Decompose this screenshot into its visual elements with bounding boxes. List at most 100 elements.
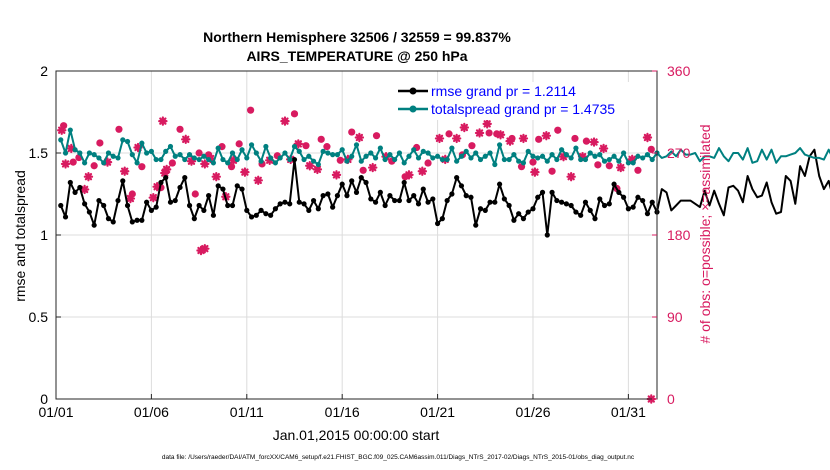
totalspread-point	[425, 150, 431, 156]
obs_assimilated-point-stroke	[332, 171, 341, 179]
obs_assimilated-point	[474, 128, 485, 138]
totalspread-point	[606, 156, 612, 163]
totalspread-point	[239, 147, 245, 153]
rmse-point	[268, 212, 274, 218]
totalspread-point	[134, 160, 140, 166]
obs_possible-point	[96, 139, 104, 147]
obs_assimilated-point	[589, 137, 599, 147]
totalspread-point	[563, 152, 569, 158]
rmse-point	[86, 209, 92, 215]
rmse-point	[229, 202, 236, 209]
totalspread-point	[544, 158, 550, 164]
totalspread-point	[420, 148, 426, 154]
legend-box	[395, 82, 645, 120]
totalspread-point	[158, 156, 164, 163]
obs_assimilated-point-stroke	[628, 155, 636, 164]
rmse-point	[587, 207, 593, 213]
rmse-point	[549, 189, 555, 195]
rmse-point	[196, 202, 202, 209]
obs_assimilated-point-stroke	[643, 133, 652, 142]
legend-rmse-label: rmse grand pr = 1.2114	[431, 83, 576, 99]
obs_possible-point	[359, 166, 367, 174]
totalspread-point	[458, 153, 465, 159]
legend-spread-label: totalspread grand pr = 1.4735	[431, 101, 615, 117]
totalspread-point	[163, 148, 169, 154]
rmse-point	[253, 212, 259, 218]
rmse-point	[258, 207, 264, 213]
rmse-point	[96, 197, 102, 204]
rmse-point	[330, 204, 336, 210]
totalspread-point	[573, 145, 579, 151]
rmse-point	[62, 214, 69, 220]
rmse-point	[234, 183, 240, 189]
totalspread-point	[72, 147, 78, 153]
totalspread-point	[592, 153, 598, 159]
obs_assimilated-point	[60, 159, 71, 169]
totalspread-point	[105, 150, 112, 156]
obs_possible-point	[594, 161, 602, 169]
totalspread-point	[377, 145, 383, 151]
rmse-point	[182, 175, 188, 181]
rmse-point	[325, 191, 331, 197]
y-left-tick-label: 1.5	[29, 145, 49, 161]
y-axis-right-label: # of obs: o=possible; ×=assimilated	[697, 124, 713, 343]
obs_possible-point	[138, 163, 146, 171]
obs_assimilated-point	[200, 159, 210, 169]
obs_assimilated-point	[642, 132, 653, 143]
rmse-point	[611, 181, 617, 187]
rmse-point	[382, 202, 388, 209]
rmse-point	[129, 219, 135, 225]
y-right-tick-label: 90	[667, 309, 683, 325]
totalspread-point	[477, 156, 484, 163]
x-tick-label: 01/01	[38, 404, 73, 420]
totalspread-point	[587, 150, 593, 156]
totalspread-point	[487, 150, 493, 156]
obs_assimilated-point-stroke	[418, 167, 427, 175]
rmse-point	[644, 211, 651, 217]
obs_possible-point	[317, 135, 325, 143]
obs_possible-point	[191, 190, 199, 198]
totalspread-point	[363, 153, 369, 159]
totalspread-point	[616, 158, 622, 164]
rmse-point	[430, 196, 436, 202]
legend: rmse grand pr = 1.2114 totalspread grand…	[395, 82, 645, 120]
rmse-point	[58, 202, 64, 209]
totalspread-point	[539, 153, 546, 159]
obs_possible-point	[372, 132, 381, 140]
totalspread-point	[454, 158, 460, 164]
rmse-point	[463, 193, 469, 199]
rmse-point	[468, 194, 474, 200]
totalspread-point	[511, 152, 517, 158]
obs_low_outliers-point	[200, 243, 210, 254]
obs_assimilated-point-stroke	[475, 129, 484, 137]
rmse-point	[248, 214, 255, 220]
rmse-point	[210, 212, 217, 218]
rmse-point	[396, 197, 403, 204]
rmse-point	[358, 175, 364, 181]
obs_assimilated-point-stroke	[201, 160, 209, 168]
obs_possible-point	[90, 162, 98, 170]
rmse-point	[206, 193, 212, 199]
rmse-point	[172, 197, 178, 204]
totalspread-point	[415, 155, 422, 161]
obs_assimilated-point	[305, 161, 315, 171]
rmse-point	[101, 202, 107, 209]
obs_assimilated-point	[293, 139, 304, 149]
totalspread-point	[58, 137, 64, 143]
obs_assimilated-point	[83, 171, 94, 182]
rmse-point	[454, 175, 460, 181]
obs_assimilated-point-stroke	[531, 168, 539, 176]
y-right-tick-label: 270	[667, 145, 691, 161]
totalspread-point	[530, 153, 536, 159]
obs_assimilated-point-stroke	[599, 144, 608, 153]
rmse-point	[406, 197, 412, 204]
rmse-point	[301, 201, 307, 207]
rmse-point	[439, 216, 445, 222]
totalspread-point	[372, 155, 379, 161]
rmse-line	[59, 148, 830, 236]
totalspread-point	[182, 156, 188, 163]
obs_assimilated-point	[280, 116, 290, 126]
obs_possible-point	[468, 142, 476, 150]
obs_assimilated-point-stroke	[452, 134, 461, 143]
obs_assimilated-point	[518, 133, 529, 144]
